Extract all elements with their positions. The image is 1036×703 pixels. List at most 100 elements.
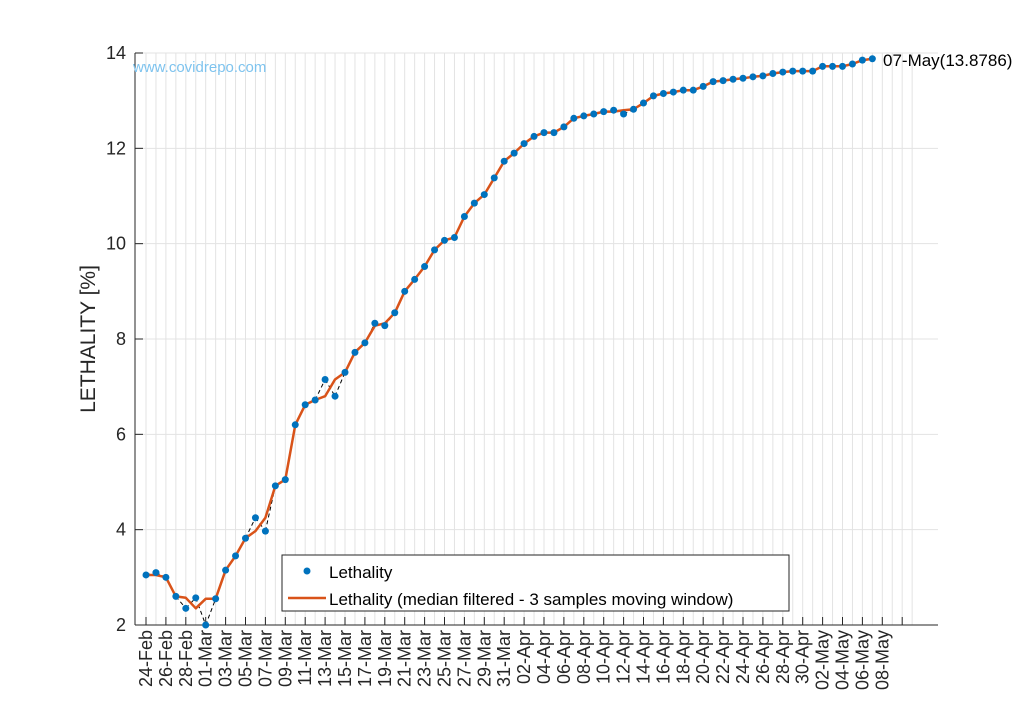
lethality-point (142, 571, 150, 579)
lethality-point (441, 236, 448, 244)
x-tick-label: 22-Apr (713, 630, 733, 684)
x-tick-label: 11-Mar (295, 630, 315, 686)
y-tick-label: 8 (116, 329, 126, 349)
lethality-point (271, 482, 279, 490)
lethality-point (331, 392, 339, 400)
y-tick-label: 2 (116, 615, 126, 635)
lethality-point (222, 566, 230, 574)
lethality-point (361, 339, 369, 347)
lethality-point (530, 132, 538, 140)
lethality-point (699, 82, 707, 90)
axes (134, 52, 938, 626)
lethality-point (640, 99, 647, 107)
x-tick-label: 02-May (813, 630, 833, 690)
lethality-point (789, 67, 797, 75)
lethality-point (779, 68, 787, 76)
lethality-point (848, 60, 856, 68)
lethality-point (212, 595, 220, 603)
lethality-point (560, 123, 568, 131)
x-tick-label: 31-Mar (494, 630, 514, 687)
x-tick-label: 27-Mar (454, 630, 474, 687)
lethality-point (341, 368, 349, 376)
x-tick-label: 21-Mar (395, 630, 415, 687)
watermark-text: www.covidrepo.com (132, 59, 266, 76)
x-tick-label: 09-Mar (275, 630, 295, 687)
y-tick-label: 14 (106, 43, 126, 63)
x-tick-label: 08-Apr (574, 630, 594, 684)
lethality-point (261, 527, 269, 535)
lethality-point (281, 476, 289, 484)
y-tick-label: 12 (106, 138, 126, 158)
lethality-point (659, 90, 667, 98)
lethality-point (381, 322, 389, 330)
legend-marker-lethality (303, 567, 311, 575)
x-tick-label: 08-May (872, 630, 892, 690)
lethality-point (799, 67, 807, 75)
lethality-point (490, 174, 498, 182)
lethality-point (460, 212, 468, 220)
lethality-point (709, 78, 717, 86)
x-tick-label: 16-Apr (653, 630, 673, 684)
raw-connector-segment (245, 517, 256, 539)
y-axis-label: LETHALITY [%] (77, 265, 100, 413)
x-tick-label: 24-Feb (136, 630, 156, 687)
x-tick-label: 14-Apr (634, 630, 654, 684)
lethality-point (669, 88, 677, 96)
x-tick-label: 15-Mar (335, 630, 355, 687)
x-tick-label: 03-Mar (216, 630, 236, 687)
lethality-point (152, 569, 160, 577)
lethality-point (450, 233, 458, 241)
lethality-point (321, 376, 329, 384)
y-tick-label: 6 (116, 424, 126, 444)
raw-connector-segment (205, 598, 217, 626)
x-tick-label: 25-Mar (435, 630, 455, 687)
lethality-point (620, 110, 628, 118)
x-tick-labels: 24-Feb 26-Feb 28-Feb 01-Mar 03-Mar 05-Mar 07-M… (136, 630, 892, 690)
lethality-point (500, 157, 508, 165)
lethality-point (580, 112, 588, 120)
lethality-point (172, 592, 180, 600)
y-tick-label: 4 (116, 520, 126, 540)
lethality-point (600, 108, 608, 116)
grid-lines (135, 52, 938, 626)
lethality-point (421, 263, 429, 271)
x-tick-label: 10-Apr (594, 630, 614, 684)
lethality-point (809, 67, 817, 75)
x-tick-label: 30-Apr (793, 630, 813, 684)
lethality-point (431, 246, 439, 254)
x-tick-label: 17-Mar (355, 630, 375, 687)
lethality-point (829, 62, 837, 70)
x-tick-label: 28-Feb (176, 630, 196, 687)
lethality-point (630, 105, 638, 113)
lethality-point (480, 191, 488, 199)
x-tick-label: 18-Apr (673, 630, 693, 684)
lethality-point (739, 74, 747, 82)
x-tick-label: 20-Apr (693, 630, 713, 684)
lethality-markers (142, 55, 876, 629)
lethality-point (202, 621, 210, 629)
lethality-point (232, 552, 240, 560)
last-value-annotation: 07-May(13.8786) (883, 51, 1012, 70)
lethality-point (301, 401, 309, 409)
lethality-point (550, 129, 558, 137)
lethality-point (570, 114, 578, 122)
legend-label-lethality: Lethality (329, 563, 393, 582)
lethality-point (590, 110, 598, 118)
x-tick-label: 04-May (833, 630, 853, 690)
x-tick-label: 05-Mar (236, 630, 256, 687)
x-tick-label: 28-Apr (773, 630, 793, 684)
x-tick-label: 29-Mar (474, 630, 494, 687)
raw-connector-segment (314, 379, 326, 401)
x-tick-label: 06-May (852, 630, 872, 690)
lethality-point (649, 92, 657, 100)
x-tick-label: 02-Apr (514, 630, 534, 684)
lethality-point (192, 594, 200, 602)
lethality-point (401, 287, 409, 295)
y-tick-labels: 2 4 6 8 10 12 14 (106, 43, 126, 635)
lethality-point (689, 86, 697, 94)
lethality-point (291, 421, 299, 429)
lethality-point (182, 604, 190, 612)
x-tick-label: 12-Apr (614, 630, 634, 684)
x-tick-label: 04-Apr (534, 630, 554, 684)
lethality-point (251, 514, 259, 522)
